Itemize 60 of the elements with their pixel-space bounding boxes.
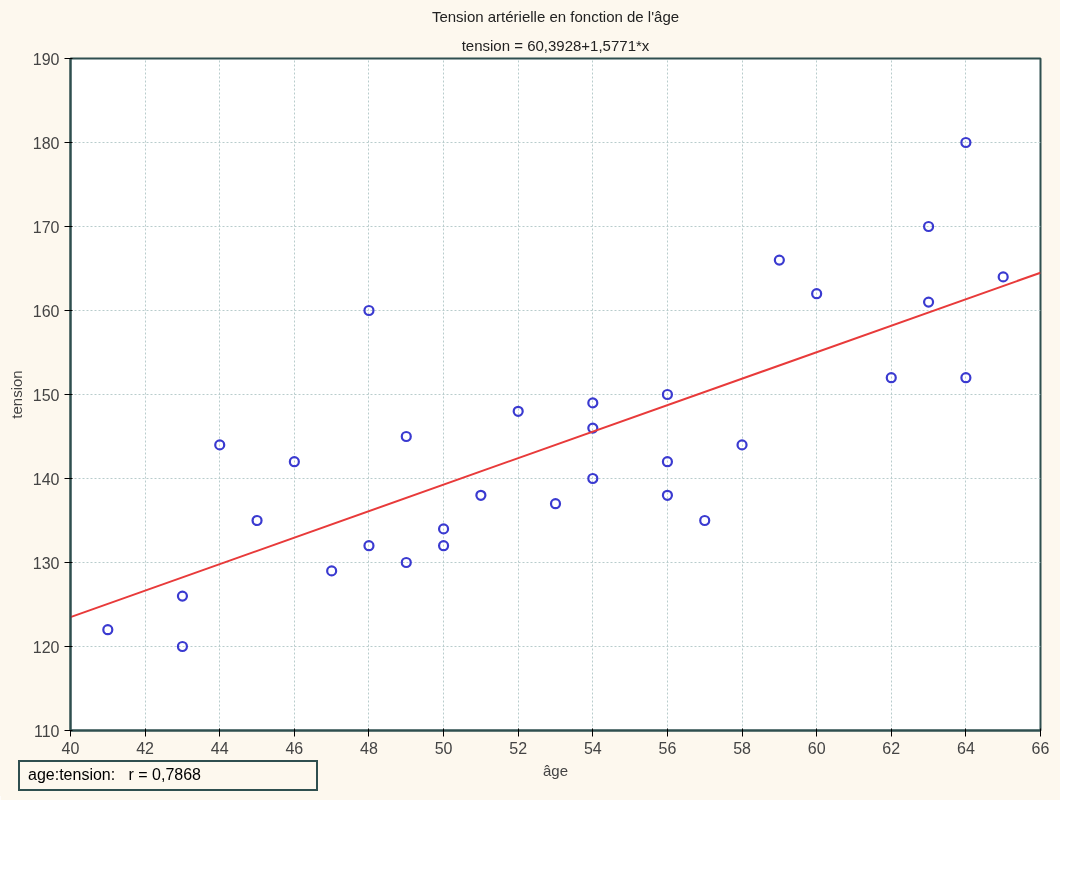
- point: [661, 489, 674, 501]
- y-axis-title: tension: [7, 370, 25, 419]
- y-tick-label: 120: [32, 638, 60, 656]
- point: [176, 640, 189, 653]
- point: [251, 514, 263, 527]
- point: [475, 489, 487, 501]
- point: [437, 540, 450, 552]
- point: [699, 514, 711, 527]
- point: [885, 372, 897, 384]
- chart-subtitle: tension = 60,3928+1,5771*x: [461, 36, 650, 54]
- point: [773, 254, 785, 266]
- point: [587, 422, 599, 434]
- y-tick-label: 190: [32, 50, 60, 68]
- point: [176, 590, 189, 602]
- x-tick-label: 62: [882, 739, 901, 757]
- x-tick-label: 42: [136, 739, 155, 757]
- x-tick-label: 40: [61, 739, 80, 757]
- x-axis-title: âge: [542, 761, 569, 779]
- x-tick-label: 44: [210, 739, 229, 757]
- point: [587, 397, 599, 409]
- x-tick-label: 56: [658, 739, 677, 757]
- point: [549, 498, 562, 510]
- point: [437, 523, 450, 535]
- point: [736, 439, 748, 451]
- chart-title: Tension artérielle en fonction de l'âge: [431, 7, 680, 25]
- point: [400, 430, 412, 443]
- x-tick-label: 50: [434, 739, 453, 757]
- point: [997, 271, 1009, 283]
- text: age:tension: r = 0,7868: [28, 765, 202, 785]
- y-tick-label: 140: [32, 470, 60, 488]
- y-tick-label: 130: [32, 554, 60, 572]
- y-tick-label: 170: [32, 218, 60, 236]
- point: [661, 388, 674, 401]
- point: [102, 624, 114, 636]
- point: [587, 472, 599, 485]
- point: [512, 405, 524, 417]
- point: [661, 456, 674, 468]
- point: [960, 136, 972, 149]
- x-tick-label: 54: [583, 739, 602, 757]
- point: [363, 304, 375, 317]
- x-tick-label: 58: [733, 739, 752, 757]
- point: [214, 439, 226, 451]
- y-tick-label: 160: [32, 302, 60, 320]
- point: [363, 540, 375, 552]
- x-tick-label: 60: [807, 739, 826, 757]
- point: [922, 220, 935, 233]
- point: [326, 565, 338, 577]
- x-tick-label: 52: [509, 739, 528, 757]
- point: [811, 288, 823, 300]
- x-tick-label: 64: [956, 739, 975, 757]
- y-tick-label: 180: [32, 134, 60, 152]
- point: [288, 456, 300, 468]
- y-tick-label: 150: [32, 386, 60, 404]
- point: [400, 556, 412, 569]
- x-tick-label: 66: [1031, 739, 1050, 757]
- point: [922, 296, 935, 308]
- x-tick-label: 48: [360, 739, 378, 757]
- point: [960, 372, 972, 384]
- y-tick-label: 110: [33, 722, 60, 740]
- x-tick-label: 46: [285, 739, 304, 757]
